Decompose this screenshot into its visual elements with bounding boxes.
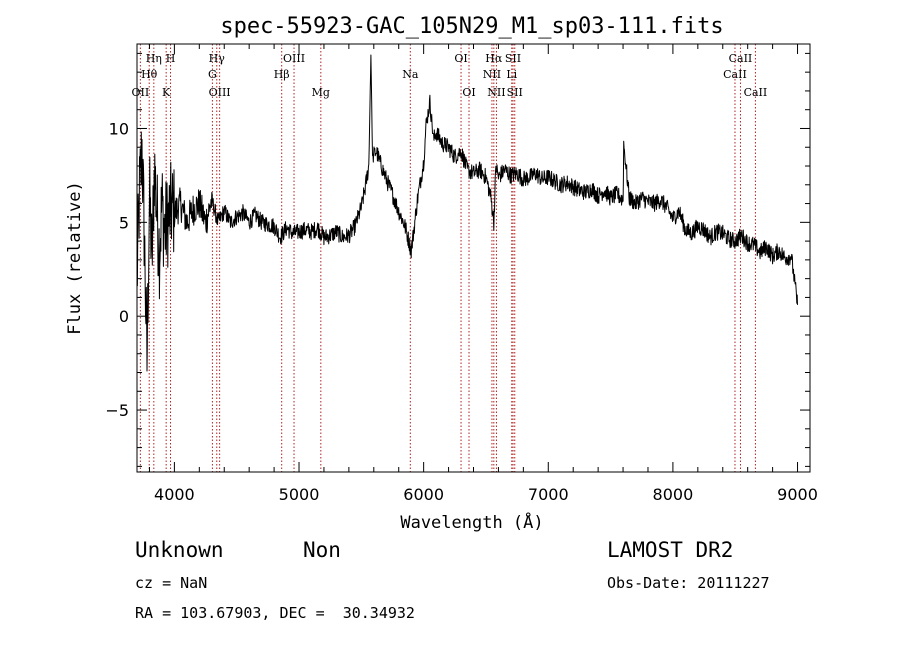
y-axis-label: Flux (relative): [65, 181, 85, 335]
line-label-10: Mg: [312, 86, 330, 99]
survey-name: LAMOST DR2: [607, 538, 734, 562]
line-label-11: Na: [402, 68, 419, 81]
plot-frame: [136, 43, 811, 473]
object-class: Unknown: [135, 538, 224, 562]
line-label-21: CaII: [723, 68, 747, 81]
line-label-12: OI: [454, 52, 467, 65]
redshift-value: cz = NaN: [135, 574, 208, 592]
line-label-5: Hγ: [209, 52, 226, 65]
line-label-7: OIII: [209, 86, 231, 99]
y-tick-label: 5: [119, 213, 129, 232]
x-tick-label: 7000: [528, 485, 569, 504]
line-label-8: OIII: [283, 52, 305, 65]
coordinates: RA = 103.67903, DEC = 30.34932: [135, 604, 415, 622]
x-axis-label: Wavelength (Å): [400, 511, 543, 533]
line-label-13: OI: [462, 86, 475, 99]
series-line-0: [136, 54, 798, 372]
x-tick-label: 5000: [279, 485, 320, 504]
line-label-18: Li: [506, 68, 517, 81]
line-label-15: NII: [483, 68, 501, 81]
line-label-17: SII: [505, 52, 521, 65]
x-tick-label: 8000: [653, 485, 694, 504]
line-label-14: Hα: [485, 52, 503, 65]
line-label-1: Hη: [146, 52, 162, 65]
x-tick-label: 9000: [777, 485, 818, 504]
x-tick-label: 6000: [403, 485, 444, 504]
line-label-0: OII: [132, 86, 150, 99]
y-axis-ticks: −5 0 5 10: [105, 52, 810, 467]
y-tick-label: 0: [119, 307, 129, 326]
line-label-2: Hθ: [141, 68, 158, 81]
object-subclass: Non: [303, 538, 341, 562]
line-label-6: G: [208, 68, 217, 81]
x-tick-label: 4000: [154, 485, 195, 504]
line-label-22: CaII: [744, 86, 768, 99]
y-tick-label: 10: [109, 119, 129, 138]
line-label-9: Hβ: [274, 68, 290, 81]
line-label-3: K: [162, 86, 171, 99]
line-label-4: H: [166, 52, 176, 65]
y-tick-label: −5: [105, 401, 129, 420]
line-label-20: CaII: [729, 52, 753, 65]
spectrum-series: [136, 54, 798, 372]
x-axis-ticks: 4000 5000 6000 7000 8000 9000: [148, 44, 818, 504]
line-label-16: NII: [487, 86, 505, 99]
emission-line-markers: [139, 44, 756, 472]
line-label-19: SII: [507, 86, 523, 99]
observation-date: Obs-Date: 20111227: [607, 574, 770, 592]
chart-title: spec-55923-GAC_105N29_M1_sp03-111.fits: [220, 14, 723, 39]
